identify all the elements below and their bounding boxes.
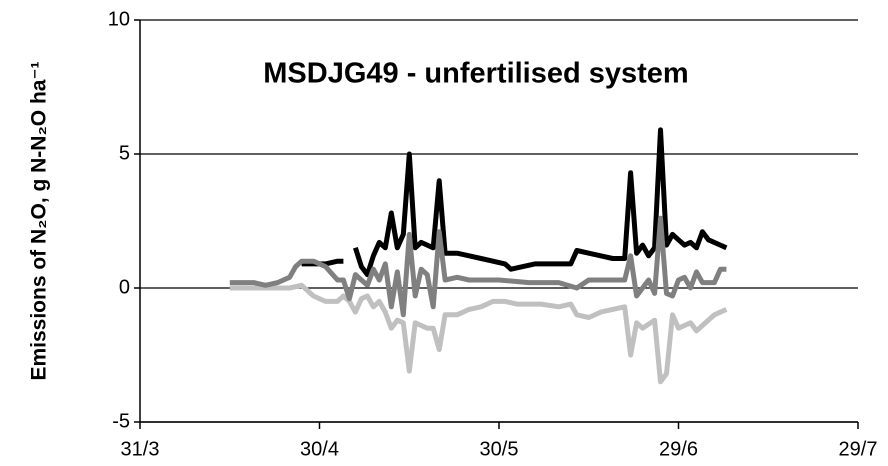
x-tick-label: 31/3	[121, 438, 160, 460]
series-line	[229, 215, 727, 318]
y-tick-label: -5	[112, 410, 130, 432]
y-axis-label: Emissions of N₂O, g N-N₂O ha⁻¹	[28, 61, 51, 380]
y-tick-label: 0	[119, 276, 130, 298]
x-tick-label: 30/4	[300, 438, 339, 460]
y-tick-label: 10	[108, 8, 130, 30]
chart-title: MSDJG49 - unfertilised system	[263, 58, 688, 90]
x-tick-label: 29/7	[839, 438, 878, 460]
x-tick-label: 29/6	[659, 438, 698, 460]
x-tick-label: 30/5	[480, 438, 519, 460]
y-tick-label: 5	[119, 142, 130, 164]
series-line	[229, 282, 728, 385]
